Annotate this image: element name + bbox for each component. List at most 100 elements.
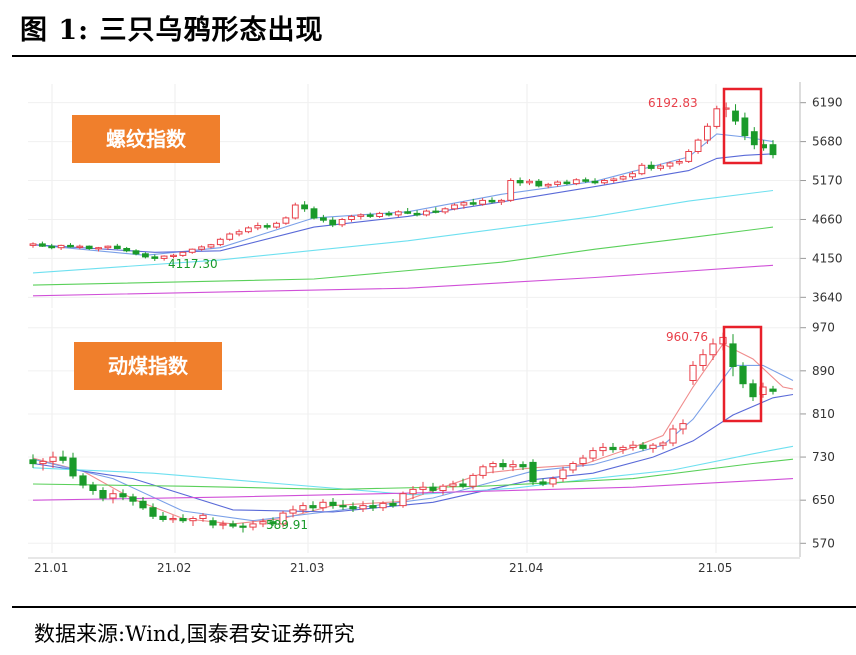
candle-body-down [369,505,377,509]
candle-body-down [39,243,46,247]
candle [563,179,571,186]
candle [319,499,327,511]
y-tick-label: 810 [812,407,835,421]
coal-high-label: 960.76 [666,330,708,344]
candle [95,246,102,252]
candle [69,452,77,479]
candle-body-up [189,518,197,522]
candle-body-up [399,493,407,507]
candle-body-down [729,343,737,367]
candle [159,512,167,522]
candle [610,177,618,183]
candle-body-up [419,486,427,490]
coal-title: 动煤指数 [108,354,189,378]
candle-body-up [249,523,257,528]
candle-body-up [376,212,384,217]
ma60-line [32,445,794,496]
candle-body-down [519,464,527,468]
figure-title: 图 1: 三只乌鸦形态出现 [20,15,324,46]
candle-body-down [139,500,147,509]
candle [709,338,717,361]
candle [273,221,280,229]
ma120-line [32,458,794,490]
top-rule [12,55,856,57]
candle-body-up [498,199,505,203]
candle [554,180,562,187]
candle-body-up [179,251,187,256]
y-tick-label: 570 [812,536,835,550]
candle-body-up [669,428,677,444]
candle-body-up [694,139,702,153]
candle [179,251,187,257]
candle-body-up [207,244,215,248]
candle-body-up [29,243,37,246]
candle [419,481,427,495]
y-tick-label: 5680 [812,135,843,149]
candle-body-up [273,222,280,228]
candle [439,484,447,495]
candle [85,245,93,250]
candle [582,177,590,183]
candle [235,229,243,237]
candle-body-up [685,151,693,162]
ma250-line [32,264,774,297]
candle-body-down [149,507,157,517]
candle-body-up [489,463,497,468]
candle-body-up [479,466,487,476]
candle [685,149,693,163]
candle-body-up [526,180,533,184]
candle [282,216,290,225]
candle [179,514,187,523]
candle [291,202,299,220]
candle [507,178,515,202]
y-tick-label: 970 [812,321,835,335]
candle [591,178,599,185]
candle [309,501,317,511]
candle [394,210,402,218]
candle [488,197,496,204]
y-tick-label: 4660 [812,212,843,226]
candle-body-up [699,354,707,367]
candle-body-down [563,181,571,185]
candle-body-up [199,514,207,519]
candle [519,461,527,470]
candle-body-up [169,518,177,521]
candle [413,210,421,217]
candle-body-down [229,523,237,527]
rebar-title: 螺纹指数 [106,127,187,151]
candle [123,246,131,253]
candle [329,498,337,509]
candle-body-up [439,485,447,492]
candle-body-up [216,238,224,246]
candle [79,473,87,489]
candle-body-down [366,214,374,217]
candle [245,226,252,234]
candle [369,500,377,511]
candle [599,443,607,456]
candle [279,510,287,528]
rebar-y-axis: 6190 5680 5170 4660 4150 3640 [799,82,843,312]
candle-body-down [432,210,440,213]
candle [366,212,374,218]
y-tick-label: 890 [812,364,835,378]
x-tick-label: 21.01 [34,561,68,575]
candle [659,440,667,450]
candle [572,178,580,186]
candle-body-up [170,254,177,258]
coal-y-axis: 970 890 810 730 650 570 [799,308,835,557]
source-note: 数据来源:Wind,国泰君安证券研究 [34,622,355,646]
candle [404,208,412,215]
candle [579,454,587,467]
candle-body-down [741,117,749,137]
candle [299,502,307,514]
candle [469,473,477,490]
ma5-line [32,343,794,525]
candle [469,198,477,206]
candle-body-down [269,521,277,525]
candle [239,522,247,533]
candle [499,459,507,470]
candle-body-up [299,505,307,511]
candle [589,447,597,462]
candle [269,517,277,527]
candle [498,198,505,205]
